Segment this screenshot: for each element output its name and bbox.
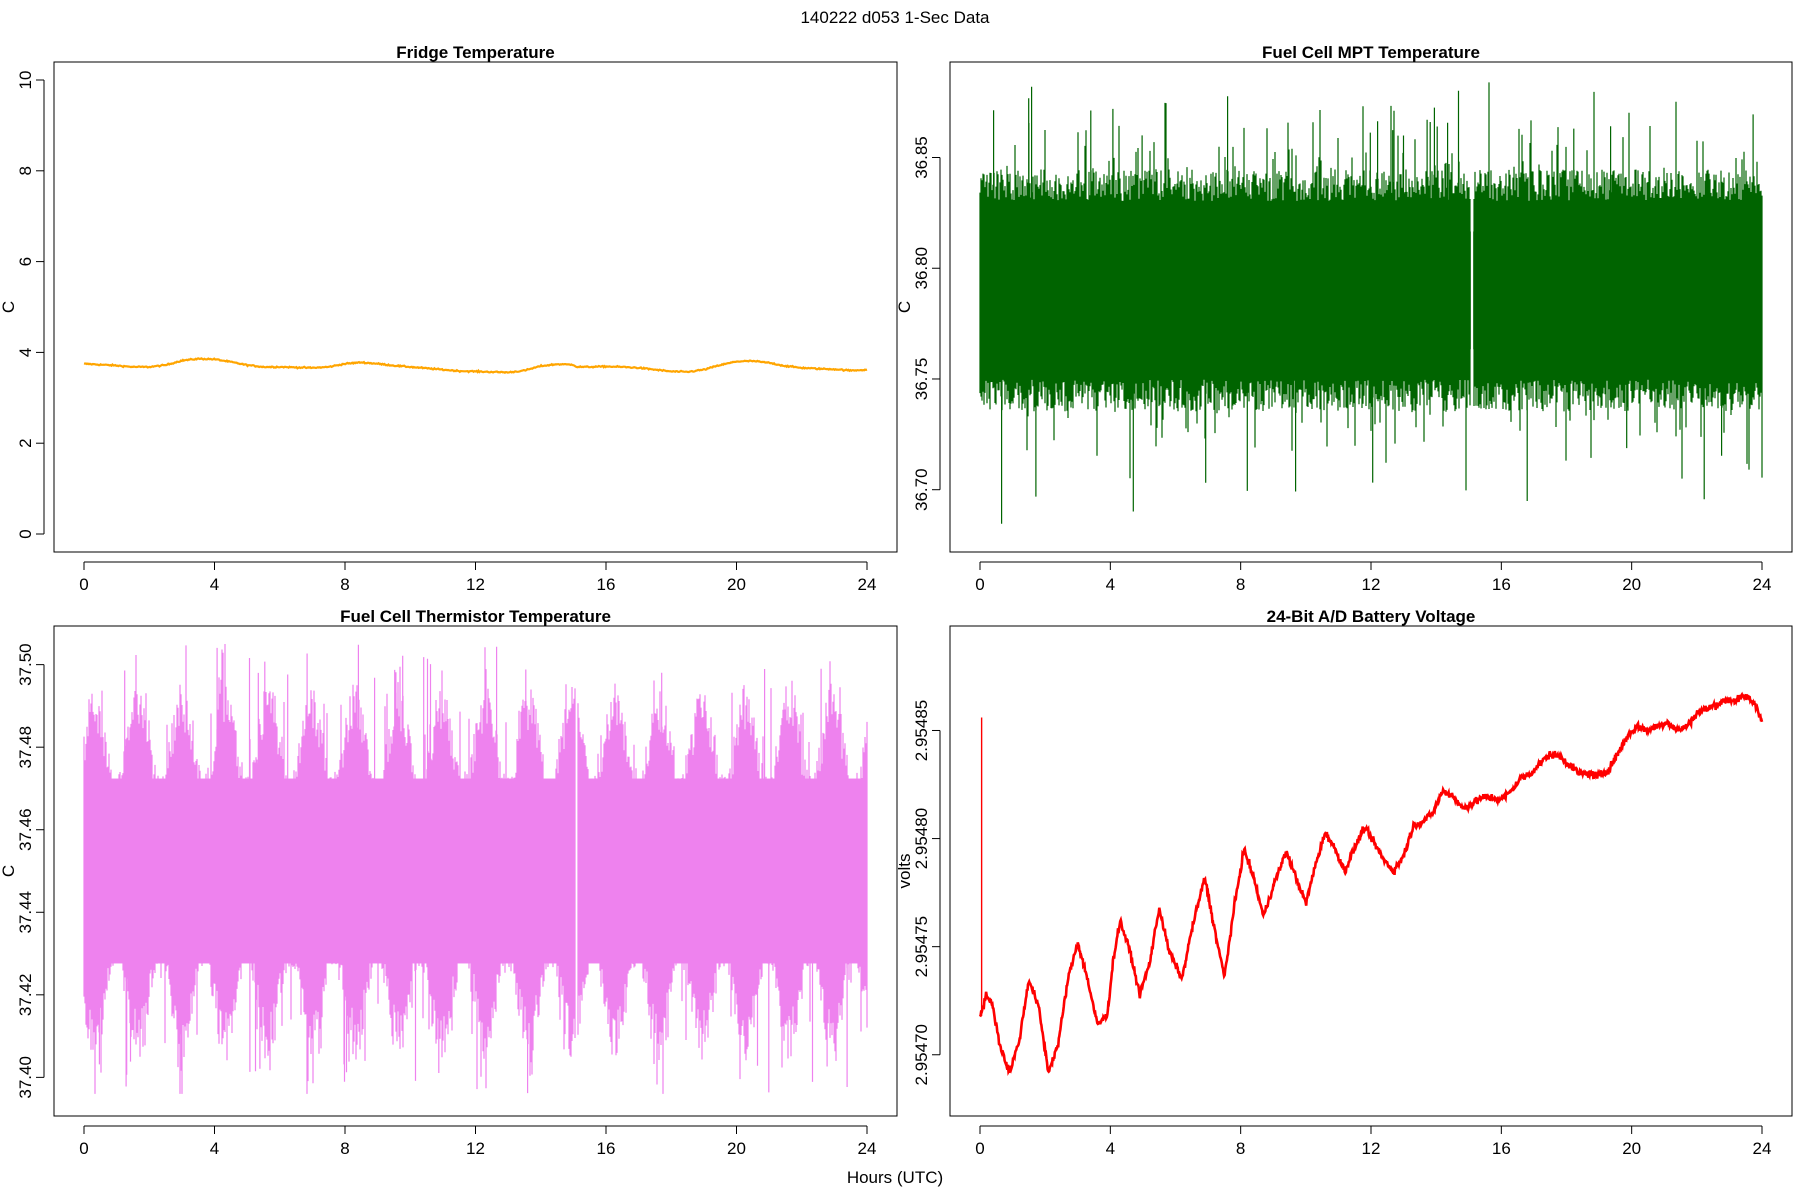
y-tick-label: 6 [16, 257, 35, 266]
x-tick-label: 16 [597, 575, 616, 594]
y-axis-label-battery: volts [895, 854, 914, 889]
data-layer-thermistor [83, 644, 868, 1094]
x-tick-label: 8 [340, 575, 349, 594]
y-tick-label: 4 [16, 348, 35, 357]
plot-frame-mpt [949, 61, 1793, 553]
y-tick-label: 2.95485 [912, 700, 931, 761]
x-tick-label: 0 [79, 1139, 88, 1158]
x-tick-label: 20 [1622, 1139, 1641, 1158]
x-tick-label: 16 [1492, 1139, 1511, 1158]
x-tick-label: 12 [466, 1139, 485, 1158]
y-tick-label: 37.42 [16, 974, 35, 1017]
x-axis-battery: 0 4 8 12 16 20 24 [975, 1125, 1772, 1158]
x-tick-label: 16 [1492, 575, 1511, 594]
x-tick-label: 0 [975, 575, 984, 594]
x-tick-label: 0 [79, 575, 88, 594]
series-core-right-thermistor [577, 778, 867, 964]
series-core-right-mpt [1473, 231, 1762, 350]
x-tick-label: 8 [340, 1139, 349, 1158]
y-axis-label-fridge: C [0, 301, 18, 313]
x-tick-label: 24 [858, 1139, 877, 1158]
x-tick-label: 24 [858, 575, 877, 594]
data-layer-mpt [979, 82, 1763, 524]
panel-battery: 24-Bit A/D Battery Voltage volts 0 4 8 12 16 20… [895, 607, 1793, 1158]
y-tick-label: 0 [16, 529, 35, 538]
y-tick-label: 37.46 [16, 808, 35, 851]
data-layer-fridge [83, 357, 868, 374]
y-tick-label: 10 [16, 71, 35, 90]
x-tick-label: 24 [1753, 1139, 1772, 1158]
y-tick-label: 2.95470 [912, 1024, 931, 1085]
figure-suptitle: 140222 d053 1-Sec Data [800, 8, 990, 27]
y-tick-label: 2 [16, 438, 35, 447]
x-tick-label: 20 [727, 575, 746, 594]
y-axis-mpt: 36.70 36.75 36.80 36.85 [912, 136, 941, 511]
x-tick-label: 16 [597, 1139, 616, 1158]
x-tick-label: 24 [1753, 575, 1772, 594]
x-axis-fridge: 0 4 8 12 16 20 24 [79, 561, 877, 594]
common-x-axis-label: Hours (UTC) [847, 1168, 943, 1187]
x-tick-label: 4 [1106, 1139, 1115, 1158]
series-core-left-thermistor [84, 778, 576, 964]
panel-title-mpt: Fuel Cell MPT Temperature [1262, 43, 1480, 62]
plot-frame-battery [949, 625, 1793, 1117]
x-tick-label: 12 [1362, 575, 1381, 594]
x-tick-label: 20 [727, 1139, 746, 1158]
y-tick-label: 36.80 [912, 247, 931, 290]
x-tick-label: 4 [210, 1139, 219, 1158]
y-tick-label: 36.70 [912, 468, 931, 511]
y-tick-label: 36.75 [912, 358, 931, 401]
y-tick-label: 37.40 [16, 1056, 35, 1099]
y-tick-label: 37.50 [16, 643, 35, 686]
panel-title-thermistor: Fuel Cell Thermistor Temperature [340, 607, 611, 626]
series-line-fridge [83, 357, 868, 374]
x-tick-label: 8 [1236, 1139, 1245, 1158]
y-tick-label: 2.95475 [912, 916, 931, 977]
x-tick-label: 12 [1362, 1139, 1381, 1158]
x-tick-label: 4 [210, 575, 219, 594]
y-tick-label: 8 [16, 166, 35, 175]
x-tick-label: 4 [1106, 575, 1115, 594]
x-tick-label: 8 [1236, 575, 1245, 594]
series-core-left-mpt [980, 231, 1471, 350]
y-tick-label: 2.95480 [912, 808, 931, 869]
panel-mpt: Fuel Cell MPT Temperature C 0 4 8 12 16 20 24 36.… [895, 43, 1793, 594]
y-axis-battery: 2.95470 2.95475 2.95480 2.95485 [912, 700, 941, 1085]
series-line-battery [978, 691, 1764, 1076]
y-axis-label-mpt: C [895, 301, 914, 313]
x-axis-mpt: 0 4 8 12 16 20 24 [975, 561, 1772, 594]
x-tick-label: 12 [466, 575, 485, 594]
data-layer-battery [978, 691, 1764, 1076]
y-axis-fridge: 0 2 4 6 8 10 [16, 71, 45, 539]
y-axis-label-thermistor: C [0, 865, 18, 877]
plot-frame-fridge [53, 61, 898, 553]
x-tick-label: 20 [1622, 575, 1641, 594]
y-tick-label: 37.44 [16, 891, 35, 934]
panel-title-fridge: Fridge Temperature [396, 43, 554, 62]
plot-frame-thermistor [53, 625, 898, 1117]
panel-thermistor: Fuel Cell Thermistor Temperature C 0 4 8 12 16… [0, 607, 898, 1158]
y-axis-thermistor: 37.40 37.42 37.44 37.46 37.48 37.50 [16, 643, 45, 1099]
y-tick-label: 36.85 [912, 136, 931, 179]
y-tick-label: 37.48 [16, 726, 35, 769]
panel-title-battery: 24-Bit A/D Battery Voltage [1267, 607, 1476, 626]
x-tick-label: 0 [975, 1139, 984, 1158]
x-axis-thermistor: 0 4 8 12 16 20 24 [79, 1125, 877, 1158]
